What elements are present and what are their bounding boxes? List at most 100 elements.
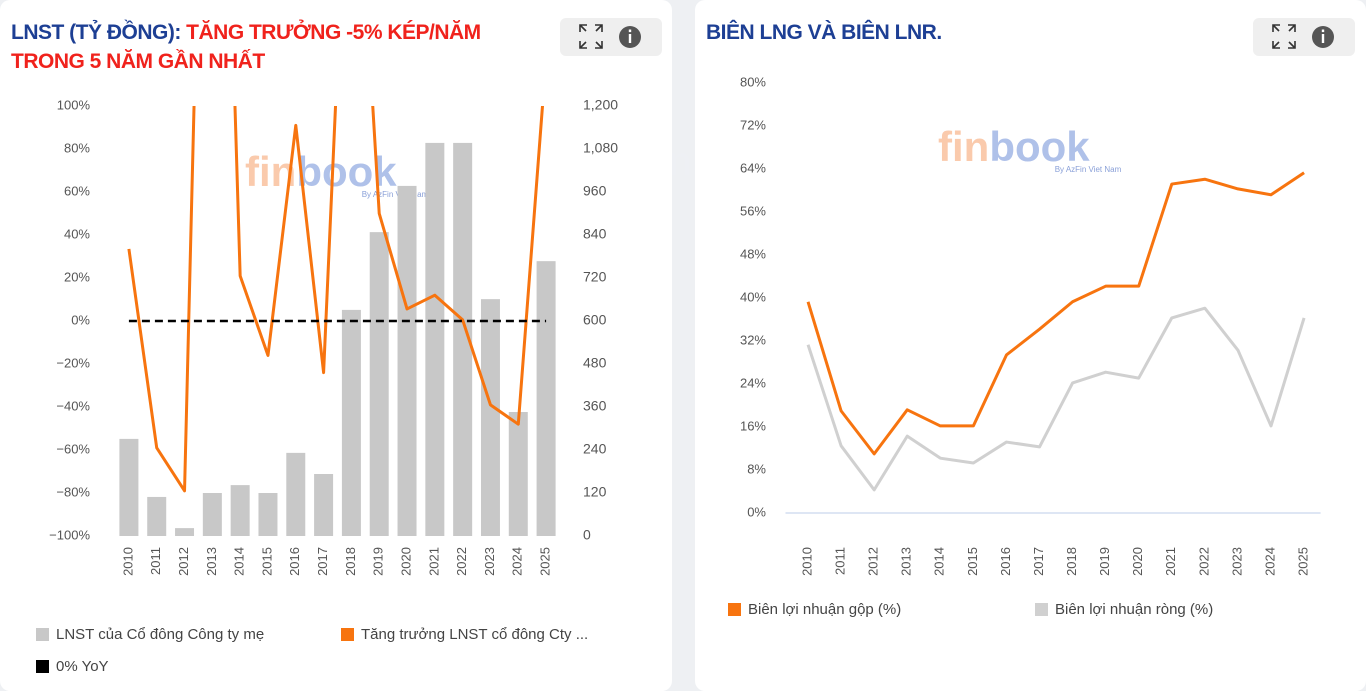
- bar: [286, 452, 306, 536]
- bar: [341, 309, 361, 536]
- x-tick-label: 2016: [998, 547, 1013, 576]
- bar: [453, 142, 473, 537]
- y2-tick-label: 1,200: [583, 97, 618, 113]
- bar: [536, 261, 556, 536]
- y-tick-label: 20%: [64, 269, 90, 284]
- title-part: LNST (TỶ ĐỒNG):: [11, 21, 187, 44]
- legend-label: Biên lợi nhuận gộp (%): [748, 601, 901, 618]
- toolbar: [1253, 18, 1355, 56]
- y2-tick-label: 840: [583, 226, 607, 242]
- y2-tick-label: 960: [583, 183, 607, 199]
- y-tick-label: 48%: [740, 246, 766, 261]
- legend-swatch: [36, 660, 49, 673]
- y2-tick-label: 600: [583, 312, 607, 328]
- toolbar: [560, 18, 662, 56]
- legend-label: LNST của Cổ đông Công ty mẹ: [56, 626, 264, 643]
- expand-button[interactable]: [1272, 24, 1296, 49]
- watermark-sub: By AzFin Viet Nam: [362, 190, 429, 199]
- y-tick-label: −40%: [56, 398, 90, 413]
- x-tick-label: 2012: [176, 547, 191, 576]
- x-tick-label: 2010: [799, 547, 814, 576]
- info-glyph: [628, 34, 632, 43]
- y-tick-label: 0%: [71, 312, 90, 327]
- x-tick-label: 2018: [1064, 547, 1079, 576]
- x-tick-label: 2012: [866, 547, 881, 576]
- y-tick-label: 56%: [740, 203, 766, 218]
- chart-card: finbook By AzFin Viet Nam 80% 72% 64% 56% 48% 4…: [695, 0, 1366, 691]
- x-tick-label: 2017: [315, 547, 330, 576]
- y-tick-label: 100%: [57, 97, 91, 112]
- y2-tick-label: 1,080: [583, 140, 618, 156]
- y-tick-label: 80%: [64, 140, 90, 155]
- y2-tick-label: 0: [583, 527, 591, 543]
- legend-swatch: [1035, 603, 1048, 616]
- legend-label: Tăng trưởng LNST cổ đông Cty ...: [361, 626, 588, 643]
- y-tick-label: 24%: [740, 375, 766, 390]
- y2-tick-label: 360: [583, 398, 607, 414]
- watermark: finbook: [938, 123, 1090, 170]
- line: [127, 106, 544, 493]
- x-tick-label: 2019: [1097, 547, 1112, 576]
- toolbar-bg: [560, 18, 662, 56]
- x-tick-label: 2021: [426, 547, 441, 576]
- y-tick-label: 80%: [740, 74, 766, 89]
- x-tick-label: 2014: [932, 547, 947, 576]
- x-tick-label: 2023: [1229, 547, 1244, 576]
- y-tick-label: 32%: [740, 332, 766, 347]
- bar: [147, 496, 167, 536]
- title-part: TĂNG TRƯỞNG -5% KÉP/NĂM TRONG 5 NĂM GẦN …: [11, 21, 481, 73]
- legend-swatch: [36, 628, 49, 641]
- x-tick-label: 2011: [833, 547, 848, 575]
- x-tick-label: 2014: [232, 547, 247, 576]
- y-tick-label: 16%: [740, 418, 766, 433]
- info-glyph: [628, 29, 632, 33]
- x-tick-label: 2015: [965, 547, 980, 576]
- bar: [230, 485, 250, 536]
- y-tick-label: −80%: [56, 484, 90, 499]
- x-tick-label: 2013: [899, 547, 914, 576]
- bar: [480, 299, 500, 536]
- y-tick-label: −100%: [49, 527, 90, 542]
- x-tick-label: 2024: [510, 547, 525, 576]
- x-tick-label: 2013: [204, 547, 219, 576]
- y-tick-label: 72%: [740, 117, 766, 132]
- bar: [397, 185, 417, 537]
- x-tick-label: 2020: [398, 547, 413, 576]
- toolbar-bg: [1253, 18, 1355, 56]
- chart-title: BIÊN LNG VÀ BIÊN LNR.: [706, 18, 1246, 47]
- x-tick-label: 2022: [1196, 547, 1211, 576]
- y-tick-label: 40%: [740, 289, 766, 304]
- y-tick-label: 8%: [747, 461, 766, 476]
- legend-label: Biên lợi nhuận ròng (%): [1055, 601, 1213, 618]
- bar: [258, 493, 278, 536]
- y2-tick-label: 120: [583, 484, 607, 500]
- chart-title: LNST (TỶ ĐỒNG): TĂNG TRƯỞNG -5% KÉP/NĂM …: [11, 18, 551, 76]
- y-tick-label: 40%: [64, 226, 90, 241]
- line: [806, 171, 1305, 456]
- x-tick-label: 2016: [287, 547, 302, 576]
- bar: [119, 438, 139, 536]
- bar: [202, 493, 222, 536]
- info-glyph: [1321, 29, 1325, 33]
- legend-label: 0% YoY: [56, 658, 109, 675]
- expand-button[interactable]: [579, 24, 603, 49]
- y-tick-label: 64%: [740, 160, 766, 175]
- x-tick-label: 2017: [1031, 547, 1046, 576]
- x-tick-label: 2024: [1262, 547, 1277, 576]
- x-tick-label: 2010: [120, 547, 135, 576]
- x-tick-label: 2015: [259, 547, 274, 576]
- bar: [175, 528, 195, 536]
- y2-tick-label: 240: [583, 441, 607, 457]
- title-part: BIÊN LNG VÀ BIÊN LNR.: [706, 21, 942, 44]
- x-tick-label: 2018: [343, 547, 358, 576]
- bar: [369, 232, 389, 536]
- x-tick-label: 2022: [454, 547, 469, 576]
- watermark-sub: By AzFin Viet Nam: [1055, 165, 1122, 174]
- y-tick-label: −20%: [56, 355, 90, 370]
- y2-tick-label: 720: [583, 269, 607, 285]
- bar: [425, 142, 445, 537]
- legend-swatch: [728, 603, 741, 616]
- x-tick-label: 2023: [482, 547, 497, 576]
